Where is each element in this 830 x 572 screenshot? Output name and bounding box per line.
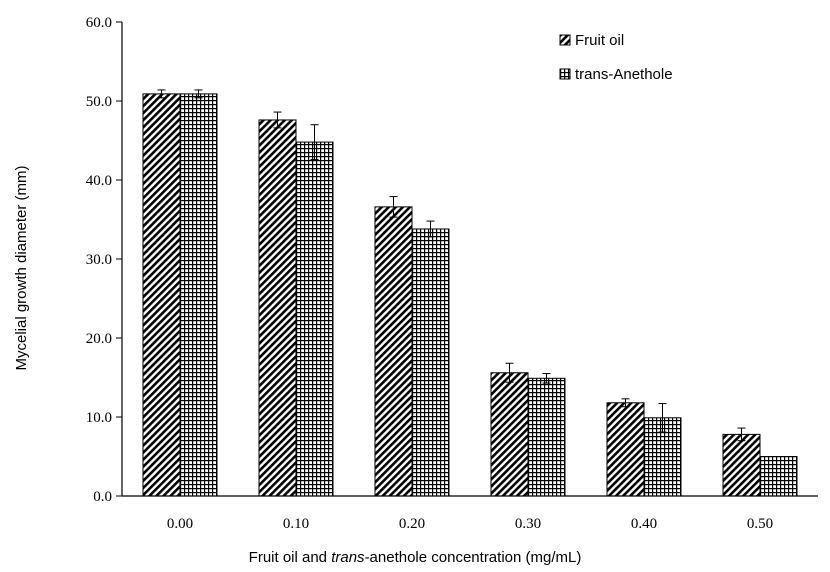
y-axis-label: Mycelial growth diameter (mm) — [13, 165, 30, 370]
legend-swatch-trans-anethole — [559, 68, 571, 80]
bar-fruit-oil-0.10 — [258, 119, 297, 497]
error-bar-trans-anethole-0.10 — [310, 124, 319, 160]
y-tick-label: 10.0 — [86, 410, 112, 426]
error-bar-fruit-oil-0.10 — [273, 111, 282, 129]
error-bar-trans-anethole-0.00 — [194, 89, 203, 99]
error-bar-trans-anethole-0.40 — [658, 403, 667, 433]
bar-fruit-oil-0.40 — [606, 402, 645, 497]
error-bar-fruit-oil-0.40 — [621, 398, 630, 408]
bar-fruit-oil-0.30 — [490, 372, 529, 497]
x-tick-label: 0.00 — [167, 516, 193, 532]
x-axis-label-italic: trans — [331, 549, 365, 566]
bar-trans-anethole-0.20 — [411, 228, 450, 497]
legend: Fruit oil trans-Anethole — [559, 32, 673, 83]
y-tick-label: 30.0 — [86, 252, 112, 268]
x-tick-label: 0.50 — [747, 516, 773, 532]
x-tick-label: 0.10 — [283, 516, 309, 532]
x-axis-label: Fruit oil and trans-anethole concentrati… — [0, 549, 830, 566]
bar-trans-anethole-0.50 — [759, 456, 798, 497]
legend-swatch-fruit-oil — [559, 34, 571, 46]
error-bar-fruit-oil-0.50 — [737, 427, 746, 442]
y-tick-label: 40.0 — [86, 173, 112, 189]
error-bar-fruit-oil-0.00 — [157, 89, 166, 99]
x-tick-label: 0.20 — [399, 516, 425, 532]
bars-layer — [142, 93, 798, 497]
bar-fruit-oil-0.50 — [722, 433, 761, 497]
x-axis-label-part1: Fruit oil and — [248, 549, 332, 566]
bar-fruit-oil-0.00 — [142, 93, 181, 497]
bar-trans-anethole-0.30 — [527, 377, 566, 497]
bar-trans-anethole-0.00 — [179, 93, 218, 497]
axes — [116, 21, 818, 497]
error-bar-trans-anethole-0.20 — [426, 220, 435, 238]
bar-fruit-oil-0.20 — [374, 206, 413, 497]
error-bar-fruit-oil-0.20 — [389, 196, 398, 218]
error-bar-fruit-oil-0.30 — [505, 362, 514, 383]
x-tick-label: 0.30 — [515, 516, 541, 532]
y-tick-label: 50.0 — [86, 94, 112, 110]
y-tick-label: 60.0 — [86, 15, 112, 31]
legend-label-trans-anethole: trans-Anethole — [575, 66, 673, 83]
legend-label-fruit-oil: Fruit oil — [575, 32, 624, 49]
tick-labels: 0.00 0.10 0.20 0.30 0.40 0.50 0.0 10.0 20.0 30.0 4… — [86, 15, 773, 532]
y-tick-label: 0.0 — [93, 489, 112, 505]
y-tick-label: 20.0 — [86, 331, 112, 347]
error-bar-trans-anethole-0.30 — [542, 373, 551, 384]
x-tick-label: 0.40 — [631, 516, 657, 532]
x-axis-label-part3: -anethole concentration (mg/mL) — [364, 549, 582, 566]
bar-trans-anethole-0.10 — [295, 141, 334, 497]
error-bars-layer — [157, 89, 746, 442]
